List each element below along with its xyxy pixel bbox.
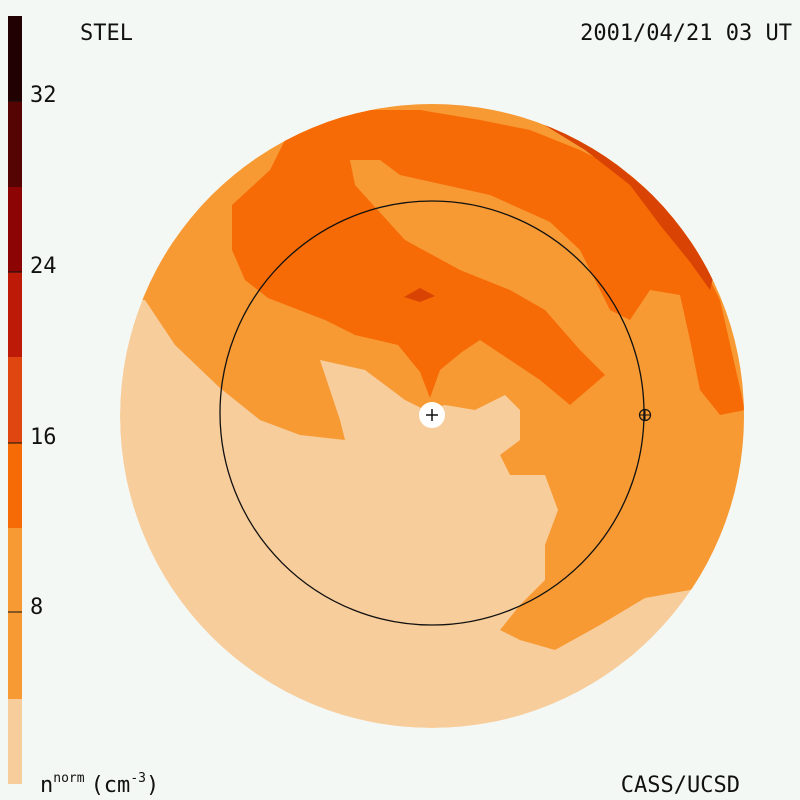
colorbar: 32 24 16 8 bbox=[8, 16, 57, 784]
colorbar-segment-7 bbox=[8, 101, 22, 187]
credit-label: CASS/UCSD bbox=[621, 773, 740, 798]
colorbar-tick-label: 24 bbox=[30, 254, 57, 279]
density-level-3-region bbox=[232, 110, 744, 415]
colorbar-segment-5 bbox=[8, 272, 22, 357]
plus-marker bbox=[419, 402, 445, 428]
source-label: STEL bbox=[80, 21, 133, 46]
colorbar-tick-label: 16 bbox=[30, 425, 57, 450]
colorbar-segment-1 bbox=[8, 699, 22, 784]
quantity-label: nnorm (cm-3) bbox=[40, 771, 159, 798]
colorbar-tick-label: 8 bbox=[30, 595, 43, 620]
timestamp-label: 2001/04/21 03 UT bbox=[580, 21, 792, 46]
colorbar-segment-6 bbox=[8, 187, 22, 272]
colorbar-segment-4 bbox=[8, 357, 22, 443]
density-level-4-spot bbox=[404, 288, 435, 302]
earth-symbol bbox=[638, 408, 652, 422]
colorbar-segment-2 bbox=[8, 528, 22, 699]
orbit-reference-circle bbox=[219, 200, 645, 626]
colorbar-segment-3 bbox=[8, 443, 22, 528]
colorbar-tick-label: 32 bbox=[30, 83, 57, 108]
colorbar-segment-8 bbox=[8, 16, 22, 101]
